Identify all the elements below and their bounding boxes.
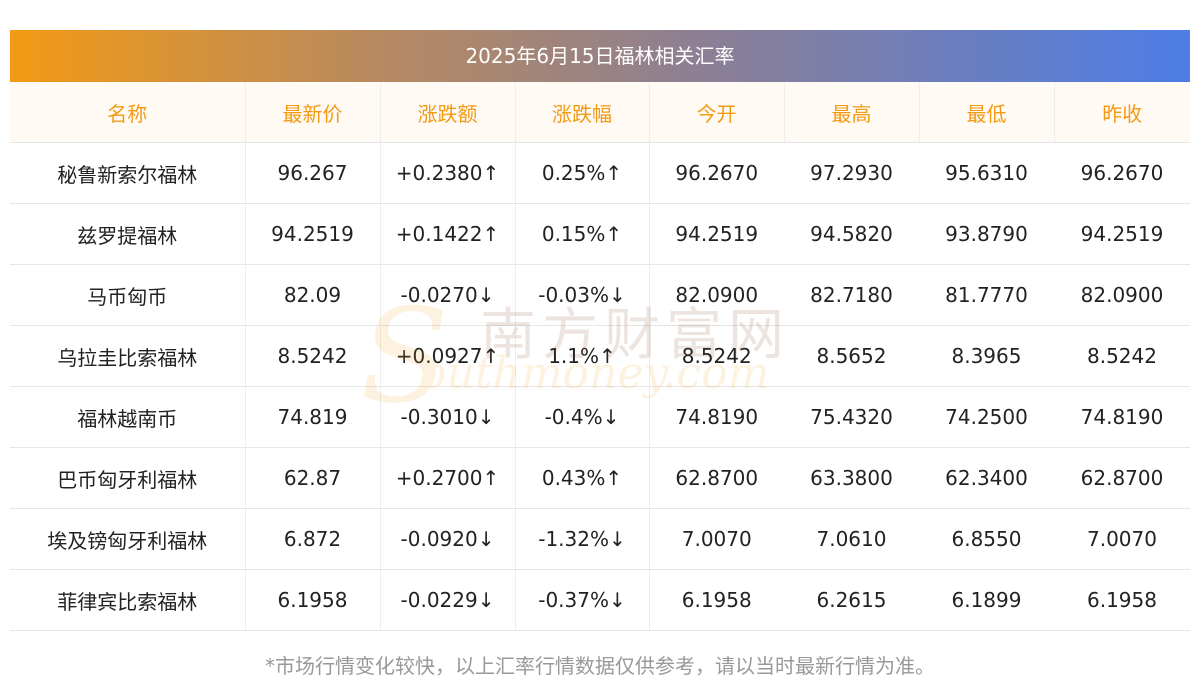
open-cell: 8.5242 (649, 325, 784, 387)
currency-name-cell: 乌拉圭比索福林 (10, 325, 246, 387)
prev-close-cell: 74.8190 (1054, 386, 1190, 448)
low-cell: 62.3400 (919, 447, 1054, 509)
table-row: 巴币匈牙利福林 62.87 +0.2700↑ 0.43%↑ 62.8700 63.3800… (10, 447, 1190, 509)
high-cell: 8.5652 (784, 325, 919, 387)
open-cell: 74.8190 (649, 386, 784, 448)
change-amount-cell: +0.0927↑ (380, 325, 516, 387)
latest-price-cell: 6.1958 (245, 569, 381, 631)
low-cell: 81.7770 (919, 264, 1054, 326)
currency-name-cell: 福林越南币 (10, 386, 246, 448)
high-cell: 7.0610 (784, 508, 919, 570)
column-header: 最低 (918, 82, 1055, 143)
change-amount-cell: -0.0270↓ (380, 264, 516, 326)
table-row: 乌拉圭比索福林 8.5242 +0.0927↑ 1.1%↑ 8.5242 8.5652 8.… (10, 325, 1190, 387)
currency-name-cell: 秘鲁新索尔福林 (10, 142, 246, 204)
change-amount-cell: +0.1422↑ (380, 203, 516, 265)
column-header: 今开 (649, 82, 785, 143)
latest-price-cell: 96.267 (245, 142, 381, 204)
table-row: 福林越南币 74.819 -0.3010↓ -0.4%↓ 74.8190 75.4320 7… (10, 386, 1190, 448)
change-amount-cell: +0.2700↑ (380, 447, 516, 509)
change-percent-cell: 1.1%↑ (515, 325, 650, 387)
change-percent-cell: 0.25%↑ (515, 142, 650, 204)
low-cell: 95.6310 (919, 142, 1054, 204)
column-header: 名称 (10, 82, 246, 143)
high-cell: 97.2930 (784, 142, 919, 204)
latest-price-cell: 94.2519 (245, 203, 381, 265)
prev-close-cell: 96.2670 (1054, 142, 1190, 204)
change-amount-cell: -0.3010↓ (380, 386, 516, 448)
low-cell: 8.3965 (919, 325, 1054, 387)
low-cell: 74.2500 (919, 386, 1054, 448)
high-cell: 6.2615 (784, 569, 919, 631)
prev-close-cell: 62.8700 (1054, 447, 1190, 509)
currency-name-cell: 埃及镑匈牙利福林 (10, 508, 246, 570)
open-cell: 94.2519 (649, 203, 784, 265)
change-percent-cell: 0.15%↑ (515, 203, 650, 265)
table-body: 秘鲁新索尔福林 96.267 +0.2380↑ 0.25%↑ 96.2670 97.293… (10, 142, 1190, 631)
change-percent-cell: -0.4%↓ (515, 386, 650, 448)
column-header: 涨跌幅 (515, 82, 650, 143)
currency-name-cell: 菲律宾比索福林 (10, 569, 246, 631)
currency-name-cell: 马币匈币 (10, 264, 246, 326)
change-percent-cell: -0.03%↓ (515, 264, 650, 326)
change-percent-cell: -1.32%↓ (515, 508, 650, 570)
latest-price-cell: 82.09 (245, 264, 381, 326)
low-cell: 6.8550 (919, 508, 1054, 570)
table-header: 名称 最新价 涨跌额 涨跌幅 今开 最高 最低 昨收 (10, 82, 1190, 143)
currency-name-cell: 巴币匈牙利福林 (10, 447, 246, 509)
rates-panel: 2025年6月15日福林相关汇率 名称 最新价 涨跌额 涨跌幅 今开 最高 最低 昨收 秘鲁新… (10, 30, 1190, 631)
high-cell: 94.5820 (784, 203, 919, 265)
change-amount-cell: +0.2380↑ (380, 142, 516, 204)
table-row: 秘鲁新索尔福林 96.267 +0.2380↑ 0.25%↑ 96.2670 97.293… (10, 142, 1190, 204)
low-cell: 93.8790 (919, 203, 1054, 265)
column-header: 最高 (784, 82, 919, 143)
open-cell: 7.0070 (649, 508, 784, 570)
low-cell: 6.1899 (919, 569, 1054, 631)
latest-price-cell: 8.5242 (245, 325, 381, 387)
open-cell: 62.8700 (649, 447, 784, 509)
column-header: 涨跌额 (380, 82, 516, 143)
column-header: 昨收 (1054, 82, 1190, 143)
prev-close-cell: 6.1958 (1054, 569, 1190, 631)
prev-close-cell: 8.5242 (1054, 325, 1190, 387)
open-cell: 82.0900 (649, 264, 784, 326)
prev-close-cell: 7.0070 (1054, 508, 1190, 570)
column-header: 最新价 (245, 82, 381, 143)
prev-close-cell: 82.0900 (1054, 264, 1190, 326)
change-amount-cell: -0.0229↓ (380, 569, 516, 631)
rates-table: 名称 最新价 涨跌额 涨跌幅 今开 最高 最低 昨收 秘鲁新索尔福林 96.267 +0.2380… (10, 82, 1190, 631)
prev-close-cell: 94.2519 (1054, 203, 1190, 265)
disclaimer-footnote: *市场行情变化较快，以上汇率行情数据仅供参考，请以当时最新行情为准。 (265, 654, 935, 678)
latest-price-cell: 62.87 (245, 447, 381, 509)
high-cell: 63.3800 (784, 447, 919, 509)
table-row: 兹罗提福林 94.2519 +0.1422↑ 0.15%↑ 94.2519 94.5820… (10, 203, 1190, 265)
open-cell: 96.2670 (649, 142, 784, 204)
table-row: 菲律宾比索福林 6.1958 -0.0229↓ -0.37%↓ 6.1958 6.2615… (10, 569, 1190, 631)
currency-name-cell: 兹罗提福林 (10, 203, 246, 265)
latest-price-cell: 74.819 (245, 386, 381, 448)
table-row: 马币匈币 82.09 -0.0270↓ -0.03%↓ 82.0900 82.7180 81… (10, 264, 1190, 326)
open-cell: 6.1958 (649, 569, 784, 631)
change-percent-cell: -0.37%↓ (515, 569, 650, 631)
latest-price-cell: 6.872 (245, 508, 381, 570)
change-percent-cell: 0.43%↑ (515, 447, 650, 509)
high-cell: 82.7180 (784, 264, 919, 326)
header-row: 名称 最新价 涨跌额 涨跌幅 今开 最高 最低 昨收 (10, 82, 1190, 143)
change-amount-cell: -0.0920↓ (380, 508, 516, 570)
table-title: 2025年6月15日福林相关汇率 (10, 30, 1190, 82)
table-row: 埃及镑匈牙利福林 6.872 -0.0920↓ -1.32%↓ 7.0070 7.0610… (10, 508, 1190, 570)
high-cell: 75.4320 (784, 386, 919, 448)
